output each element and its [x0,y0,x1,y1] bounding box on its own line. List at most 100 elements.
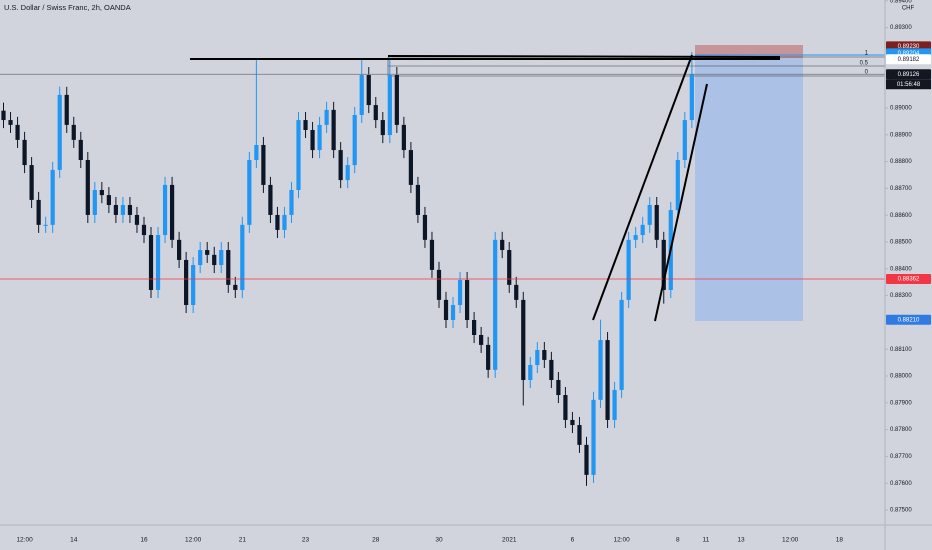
candle-body [535,350,540,366]
chart-title: U.S. Dollar / Swiss Franc, 2h, OANDA [4,3,131,12]
y-tick-label: 0.88700 [890,186,912,192]
candle-body [380,120,385,136]
y-tick-label: 0.88800 [890,159,912,165]
candle-body [22,139,27,166]
candle-body [169,184,175,240]
candle-body [563,395,568,420]
candle-body [633,235,638,240]
candle-body [205,250,210,255]
candle-body [71,124,76,140]
candle-body [394,75,399,125]
candle-body [120,205,126,215]
candle-body [78,139,83,160]
candle-body [296,120,301,191]
candle-body [254,144,259,160]
y-tick-label: 0.88400 [890,266,912,272]
candle-body [198,250,203,266]
candle-body [64,94,69,125]
candle-body [247,159,252,225]
x-tick-label: 13 [737,537,745,544]
candle-body [584,444,589,475]
candle-body [43,224,48,226]
candle-body [507,250,512,285]
candle-body [542,350,547,360]
candle-body [338,150,343,181]
candle-body [626,239,631,300]
candle-body [619,299,624,390]
candle-body [113,205,118,215]
candle-body [127,205,133,215]
candle-body [521,299,526,381]
candle-body [282,214,287,230]
price-label: 0.88362 [898,277,920,283]
x-tick-label: 8 [676,537,680,544]
candle-body [212,254,217,266]
y-tick-label: 0.89400 [890,0,912,4]
candle-body [472,319,477,335]
candle-body [134,214,140,225]
candle-body [85,159,90,215]
candle-body [443,299,449,320]
candle-body [106,195,111,206]
x-tick-label: 2021 [502,537,517,544]
y-tick-label: 0.87600 [890,481,912,487]
candle-body [155,235,161,290]
candle-body [148,235,154,290]
price-label: 0.89230 [898,44,920,50]
candle-body [528,365,533,381]
candle-body [324,109,329,125]
candle-body [570,419,575,426]
y-tick-label: 0.89000 [890,106,912,112]
candle-body [317,124,322,151]
candle-body [359,75,364,115]
price-label: 0.89182 [898,57,920,63]
wedge-line [654,83,708,322]
candle-body [310,129,315,151]
candle-body [514,284,519,300]
candle-body [605,340,610,420]
countdown-box [886,79,931,90]
price-label-box [886,54,931,65]
candle-body [408,150,413,185]
price-label-box [886,273,931,284]
candle-body [549,359,554,381]
candle-body [345,165,350,181]
price-label: 0.89126 [898,72,920,78]
x-tick-label: 12:00 [613,537,630,544]
x-tick-label: 30 [435,537,443,544]
candle-body [184,259,189,305]
candle-body [162,184,168,236]
y-tick-label: 0.88000 [890,374,912,380]
x-tick-label: 12:00 [185,537,202,544]
resistance-line [387,55,781,58]
candle-body [373,105,378,121]
candle-body [464,280,470,320]
y-tick-label: 0.88600 [890,213,912,219]
candle-body [415,184,421,215]
candle-body [598,340,603,400]
candle-body [1,110,6,121]
candle-body [647,205,652,225]
candle-body [29,165,34,200]
y-tick-label: 0.87500 [890,508,912,514]
fib-label: 1 [865,51,869,57]
countdown: 01:56:48 [897,82,921,88]
x-tick-label: 14 [70,537,78,544]
candle-body [689,74,694,121]
candle-body [219,250,224,266]
x-tick-label: 12:00 [782,537,799,544]
candle-body [612,389,617,420]
y-tick-label: 0.88100 [890,347,912,353]
candle-body [331,109,336,151]
price-label: 0.89204 [898,51,920,57]
candles [0,51,885,486]
y-tick-label: 0.88900 [890,132,912,138]
candle-body [450,304,456,320]
y-tick-label: 0.88500 [890,240,912,246]
candle-body [661,239,666,290]
x-tick-label: 28 [372,537,380,544]
x-tick-label: 16 [140,537,148,544]
y-tick-label: 0.88300 [890,293,912,299]
candle-body [8,120,13,125]
